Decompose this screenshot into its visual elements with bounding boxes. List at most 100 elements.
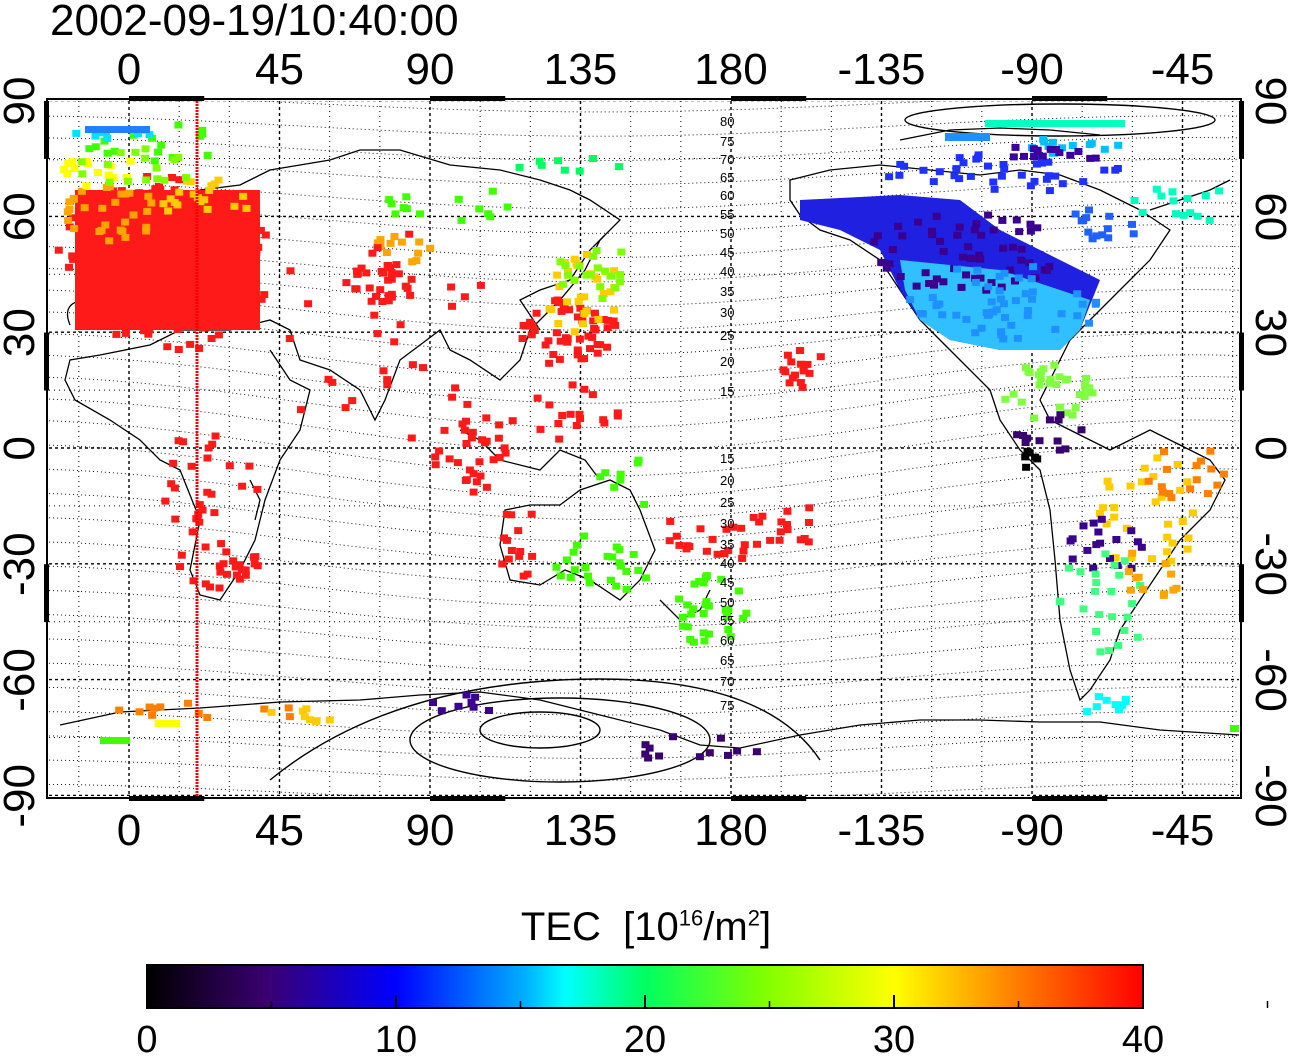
- tec-dot: [527, 510, 536, 518]
- tec-dot: [1086, 154, 1095, 162]
- tec-dot: [604, 316, 613, 324]
- tec-dot: [235, 245, 244, 253]
- tec-dot: [1103, 477, 1112, 485]
- tec-dot: [1183, 545, 1192, 553]
- tec-dot: [107, 261, 116, 269]
- tec-dot: [878, 259, 887, 267]
- tec-dot: [74, 207, 83, 215]
- tec-dot: [484, 210, 493, 218]
- tec-dot: [77, 158, 86, 166]
- lon-tick-bottom: -90: [1000, 806, 1064, 855]
- tec-dot: [610, 306, 618, 314]
- tec-dot: [176, 563, 184, 571]
- tec-dot: [1011, 297, 1020, 305]
- tec-dot: [984, 311, 993, 319]
- tec-dot: [257, 295, 266, 303]
- tec-dot: [54, 246, 63, 254]
- contour-line: [49, 468, 1239, 520]
- tec-dot: [1128, 600, 1137, 608]
- tec-dot: [143, 236, 152, 244]
- tec-dot: [696, 525, 705, 533]
- tec-dot: [182, 198, 191, 206]
- tec-dot: [1183, 478, 1192, 486]
- tec-dot: [415, 238, 424, 246]
- tec-dot: [189, 232, 198, 240]
- tec-dot: [195, 269, 203, 277]
- tec-dot: [1096, 648, 1105, 656]
- tec-dot: [225, 314, 234, 322]
- tec-dot: [429, 699, 437, 707]
- tec-dot: [1192, 476, 1201, 484]
- tec-dot: [955, 154, 964, 162]
- tec-dot: [129, 131, 138, 139]
- tec-dot: [1161, 560, 1170, 568]
- tec-dot: [1025, 259, 1034, 267]
- tec-dot: [186, 260, 195, 267]
- contour-line: [49, 710, 1239, 738]
- tec-dot: [699, 629, 708, 637]
- contour-label: 20: [720, 354, 734, 369]
- tec-dot: [655, 752, 664, 760]
- tec-dot: [1038, 152, 1047, 160]
- tec-dot: [1139, 585, 1148, 593]
- tec-dot: [629, 550, 638, 558]
- contour-line: [49, 565, 1239, 607]
- contour-label: 75: [720, 698, 734, 713]
- tec-dot: [545, 359, 554, 367]
- tec-dot: [519, 572, 528, 580]
- tec-dot: [536, 425, 545, 433]
- tec-dot: [414, 249, 423, 257]
- tec-dot: [678, 613, 687, 621]
- tec-dot: [1096, 539, 1105, 547]
- tec-dot: [103, 160, 112, 168]
- tec-dot: [977, 231, 986, 239]
- tec-dot: [641, 741, 650, 749]
- tec-dot: [1051, 172, 1060, 180]
- tec-dot: [752, 748, 761, 756]
- tec-dot: [353, 270, 362, 278]
- tec-dot: [201, 543, 210, 551]
- tec-dot: [885, 260, 894, 268]
- tec-dot: [987, 279, 996, 286]
- tec-dot: [566, 574, 575, 581]
- tec-dot: [559, 305, 568, 313]
- contour-line: [49, 492, 1239, 542]
- magnetic-contours: [49, 101, 1239, 796]
- contour-label: 25: [720, 495, 734, 510]
- tec-dot: [603, 343, 612, 351]
- tec-dot: [1048, 149, 1057, 157]
- tec-dot: [555, 435, 564, 443]
- tec-dot: [133, 239, 142, 247]
- colorbar-tick-label: 20: [624, 1019, 666, 1057]
- tec-dot: [151, 185, 160, 193]
- tec-dot: [906, 296, 915, 304]
- tec-dot: [1035, 437, 1044, 445]
- tec-dot: [796, 536, 805, 544]
- tec-dot: [798, 383, 807, 391]
- tec-dot: [568, 381, 577, 389]
- tec-dot: [502, 510, 511, 518]
- tec-dot: [111, 198, 120, 206]
- tec-dot: [885, 173, 894, 181]
- tec-dot: [201, 266, 210, 274]
- tec-dot: [1030, 153, 1039, 161]
- tec-dot: [989, 178, 998, 186]
- tec-dot: [554, 420, 563, 427]
- tec-dot: [1026, 227, 1035, 235]
- contour-label: 75: [720, 134, 734, 149]
- tec-dot: [689, 638, 698, 646]
- tec-dot: [1068, 142, 1077, 149]
- tec-dot: [161, 497, 170, 505]
- tec-dot: [160, 304, 169, 312]
- tec-dot: [403, 284, 412, 292]
- tec-dot: [616, 470, 625, 478]
- tec-dot: [231, 563, 240, 571]
- tec-dot: [596, 473, 605, 481]
- tec-dot: [726, 633, 735, 641]
- tec-dot: [611, 321, 620, 329]
- tec-dot: [81, 227, 90, 235]
- tec-dot: [159, 200, 168, 208]
- tec-dot: [1079, 605, 1088, 613]
- tec-dot: [126, 157, 135, 165]
- tec-dot: [992, 306, 1001, 314]
